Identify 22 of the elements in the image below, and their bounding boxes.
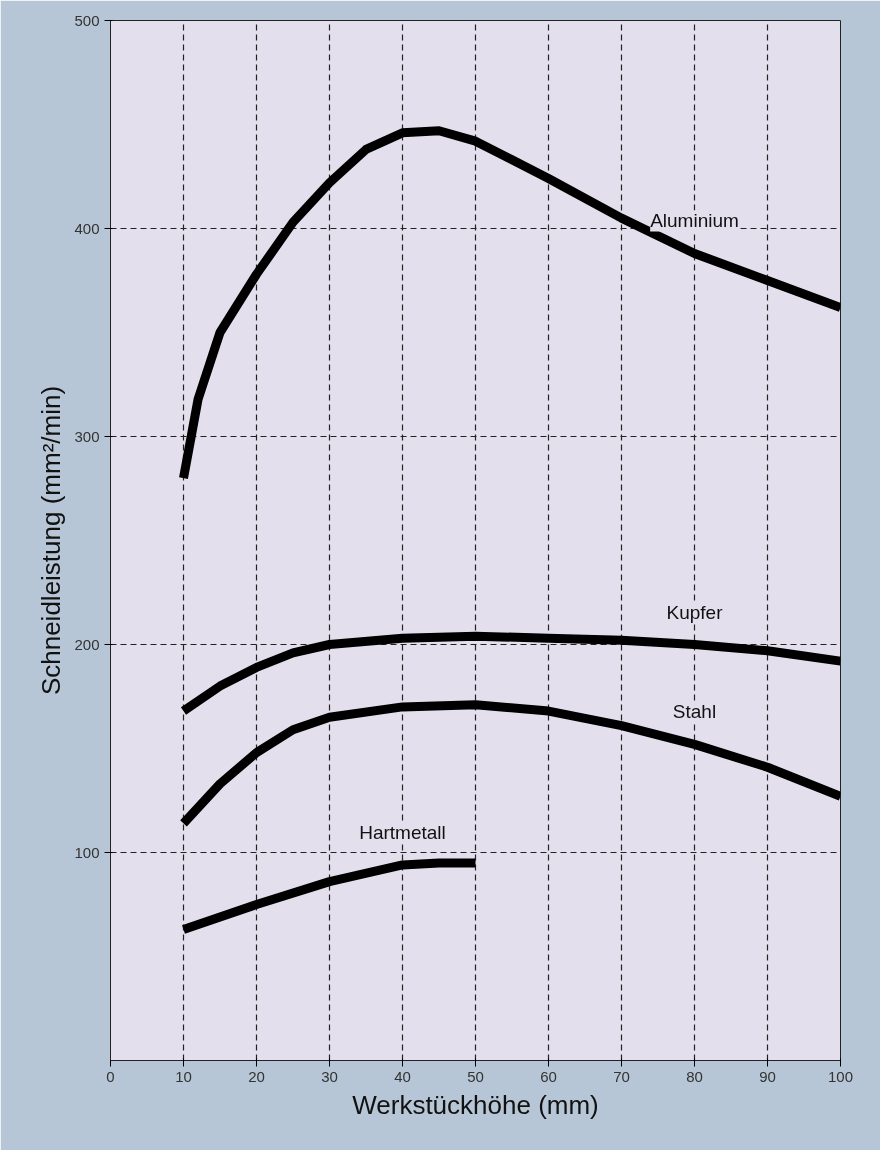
series-label: Stahl (672, 701, 717, 723)
x-tick-label: 20 (248, 1067, 265, 1085)
x-tick-label: 60 (540, 1067, 557, 1085)
x-tick-label: 80 (686, 1067, 703, 1085)
x-tick-label: 90 (759, 1067, 776, 1085)
y-tick-label: 200 (74, 635, 100, 653)
x-axis-title: Werkstückhöhe (mm) (352, 1089, 599, 1120)
x-tick-label: 100 (827, 1067, 854, 1085)
y-tick-label: 400 (74, 219, 100, 237)
series-label: Hartmetall (359, 821, 446, 843)
y-tick-label: 100 (74, 843, 100, 861)
y-axis-title: Schneidleistung (mm²/min) (36, 385, 67, 696)
x-tick-label: 40 (394, 1067, 411, 1085)
x-tick-label: 30 (321, 1067, 338, 1085)
y-tick-label: 500 (74, 11, 100, 29)
x-tick-label: 0 (106, 1067, 115, 1085)
x-tick-label: 10 (175, 1067, 192, 1085)
y-tick-label: 300 (74, 427, 100, 445)
series-label: Kupfer (666, 601, 724, 623)
x-tick-label: 50 (467, 1067, 484, 1085)
series-label: Aluminium (650, 210, 739, 232)
x-tick-label: 70 (613, 1067, 630, 1085)
